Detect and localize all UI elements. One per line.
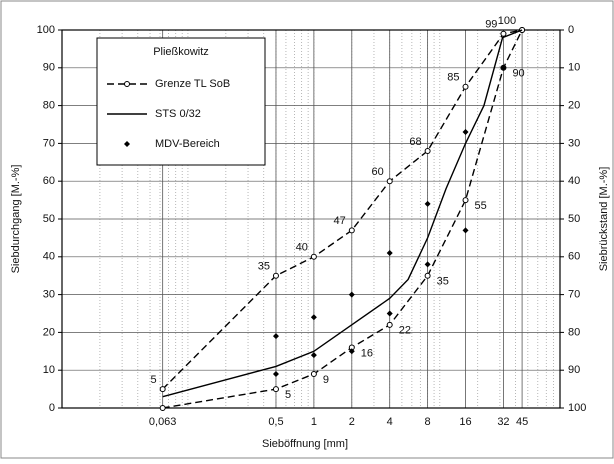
data-label: 60 <box>371 166 383 178</box>
legend-title: Pließkowitz <box>153 46 209 58</box>
point <box>310 370 317 377</box>
data-label: 35 <box>258 261 270 273</box>
point <box>272 272 279 279</box>
data-label: 99 <box>485 19 497 31</box>
y-tick-label: 80 <box>43 100 55 112</box>
y-tick-label: 100 <box>37 24 55 36</box>
point <box>386 178 393 185</box>
point <box>272 370 279 377</box>
point <box>424 147 431 154</box>
legend-label: MDV-Bereich <box>155 138 220 150</box>
y2-tick-label: 40 <box>568 175 580 187</box>
x-tick-label: 32 <box>497 416 509 428</box>
point <box>272 333 279 340</box>
y-tick-label: 60 <box>43 175 55 187</box>
point <box>310 314 317 321</box>
y2-tick-label: 90 <box>568 364 580 376</box>
point <box>424 272 431 279</box>
point <box>348 291 355 298</box>
x-tick-label: 45 <box>516 416 528 428</box>
data-label: 100 <box>498 15 516 27</box>
data-label: 16 <box>361 347 373 359</box>
point <box>124 81 130 87</box>
y-tick-label: 10 <box>43 364 55 376</box>
point <box>348 348 355 355</box>
y-tick-label: 70 <box>43 137 55 149</box>
data-label: 5 <box>151 374 157 386</box>
y2-tick-label: 70 <box>568 289 580 301</box>
y2-tick-label: 60 <box>568 251 580 263</box>
data-label: 35 <box>437 276 449 288</box>
point <box>159 386 166 393</box>
point <box>500 64 507 71</box>
point <box>386 310 393 317</box>
x-axis-title: Sieböffnung [mm] <box>262 438 348 450</box>
data-label: 55 <box>475 200 487 212</box>
point <box>500 30 507 37</box>
series-line <box>162 29 523 398</box>
point <box>310 253 317 260</box>
y2-tick-label: 50 <box>568 213 580 225</box>
data-label: 5 <box>285 389 291 401</box>
point <box>424 261 431 268</box>
data-label: 68 <box>409 136 421 148</box>
point <box>462 83 469 90</box>
data-label: 9 <box>323 374 329 386</box>
x-tick-label: 16 <box>459 416 471 428</box>
point <box>272 386 279 393</box>
x-tick-label: 1 <box>311 416 317 428</box>
x-tick-label: 4 <box>387 416 393 428</box>
y2-axis-title: Siebrückstand [M.-%] <box>598 167 610 272</box>
point <box>124 141 130 147</box>
y-tick-label: 40 <box>43 251 55 263</box>
legend-label: STS 0/32 <box>155 108 201 120</box>
x-tick-label: 8 <box>425 416 431 428</box>
legend-label: Grenze TL SoB <box>155 78 230 90</box>
point <box>386 250 393 257</box>
point <box>310 352 317 359</box>
point <box>462 227 469 234</box>
y-tick-label: 50 <box>43 213 55 225</box>
y2-tick-label: 30 <box>568 137 580 149</box>
data-label: 90 <box>512 68 524 80</box>
y2-tick-label: 0 <box>568 24 574 36</box>
data-label: 85 <box>447 72 459 84</box>
plot-area <box>61 29 561 409</box>
point <box>424 200 431 207</box>
x-tick-label: 0,5 <box>268 416 283 428</box>
y-tick-label: 90 <box>43 62 55 74</box>
point <box>462 129 469 136</box>
y-tick-label: 20 <box>43 326 55 338</box>
point <box>348 227 355 234</box>
y-tick-label: 0 <box>49 402 55 414</box>
y2-tick-label: 10 <box>568 62 580 74</box>
data-label: 22 <box>399 325 411 337</box>
y-tick-label: 30 <box>43 289 55 301</box>
y2-tick-label: 20 <box>568 100 580 112</box>
x-tick-label: 2 <box>349 416 355 428</box>
y2-tick-label: 100 <box>568 402 586 414</box>
point <box>386 321 393 328</box>
point <box>159 405 166 411</box>
point <box>462 197 469 204</box>
y2-tick-label: 80 <box>568 326 580 338</box>
y-axis-title: Siebdurchgang [M.-%] <box>10 165 22 274</box>
x-tick-label: 0,063 <box>149 416 177 428</box>
data-label: 40 <box>296 242 308 254</box>
data-label: 47 <box>334 215 346 227</box>
